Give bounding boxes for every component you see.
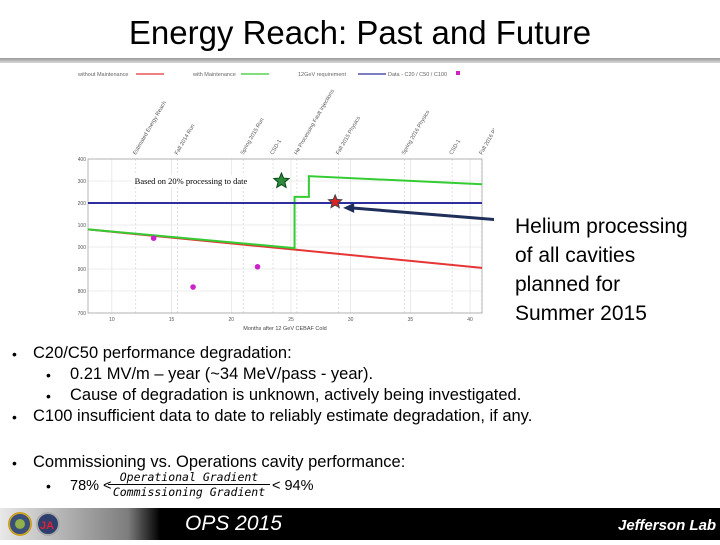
bullet-2: C100 insufficient data to date to reliab… [33, 407, 533, 425]
data-point [254, 264, 261, 270]
y-tick-label: 1800 [78, 289, 86, 295]
bullet-1b: Cause of degradation is unknown, activel… [70, 386, 522, 404]
formula-suffix: < 94% [272, 478, 314, 494]
milestone-label: Spring 2015 Run [240, 117, 266, 156]
gradient-ratio-fraction: Operational Gradient Commissioning Gradi… [108, 470, 270, 499]
milestone-label: Fall 2015 Physics [335, 115, 362, 156]
y-tick-label: 2000 [78, 245, 86, 251]
chart-svg: without Maintenance with Maintenance 12GeV… [56, 71, 505, 332]
milestone-label: Fall 2016 Physics [479, 115, 494, 156]
legend-label: 12GeV requirement [298, 72, 346, 78]
plot-frame [87, 158, 483, 314]
annotation-text: Based on 20% processing to date [135, 176, 248, 186]
svg-text:JA: JA [40, 520, 54, 532]
bullet-1: C20/C50 performance degradation: [33, 344, 292, 362]
red-star-marker [327, 193, 344, 209]
bullet-1a: 0.21 MV/m – year (~34 MeV/pass - year). [70, 365, 374, 383]
milestone-label: He Processing Fault Injections [293, 88, 335, 156]
x-tick-label: 10 [109, 317, 115, 323]
data-point [150, 235, 157, 241]
legend-label: without Maintenance [78, 72, 128, 78]
legend-label: with Maintenance [192, 72, 236, 78]
footer-bar: JA OPS 2015 Jefferson Lab [0, 508, 720, 540]
x-tick-label: 20 [228, 317, 234, 323]
x-tick-label: 35 [408, 317, 414, 323]
annotation-box [131, 175, 280, 187]
helium-processing-note: Helium processing of all cavities planne… [515, 215, 688, 325]
slide-title: Energy Reach: Past and Future [128, 14, 592, 51]
y-tick-label: 1900 [78, 267, 86, 273]
bullet-marker: • [12, 346, 17, 362]
legend-label: Data - C20 / C50 / C100 [388, 72, 447, 78]
bullet-marker: • [46, 367, 51, 383]
milestone-label: CSD-1 [270, 139, 283, 156]
x-tick-label: 40 [467, 317, 473, 323]
milestone-label: CSD-1 [449, 139, 462, 156]
y-tick-label: 1700 [78, 311, 86, 317]
y-tick-label: 2300 [78, 179, 86, 185]
milestone-label: Estimated Energy Reach [132, 100, 168, 156]
bullet-marker: • [12, 455, 17, 471]
legend-marker [456, 71, 460, 75]
milestone-label: Spring 2016 Physics [401, 109, 431, 156]
fraction-numerator: Operational Gradient [108, 470, 270, 485]
formula-prefix: 78% < [70, 478, 112, 494]
energy-reach-chart: without Maintenance with Maintenance 12GeV… [56, 62, 505, 344]
bullet-3: Commissioning vs. Operations cavity perf… [33, 453, 406, 471]
x-axis-label: Months after 12 GeV CEBAF Cold [243, 326, 326, 332]
x-tick-label: 25 [288, 317, 294, 323]
y-tick-label: 2400 [78, 157, 86, 163]
bullet-marker: • [12, 409, 17, 425]
y-tick-label: 2200 [78, 201, 86, 207]
y-tick-label: 2100 [78, 223, 86, 229]
bullet-marker: • [46, 388, 51, 404]
footer-logo-strip: JA [0, 508, 160, 540]
series-line [87, 175, 483, 250]
title-divider [0, 58, 720, 63]
fraction-denominator: Commissioning Gradient [112, 485, 266, 499]
data-point [190, 284, 196, 290]
x-tick-label: 15 [169, 317, 175, 323]
bullet-marker: • [46, 478, 51, 494]
lab-seals-logo: JA [8, 512, 60, 536]
footer-event-label: OPS 2015 [185, 512, 282, 535]
jefferson-lab-logo: Jefferson Lab [618, 517, 717, 534]
milestone-label: Fall 2014 Run [174, 123, 196, 156]
x-tick-label: 30 [348, 317, 354, 323]
helium-arrow-shaft [351, 206, 501, 222]
green-star-marker [272, 171, 291, 189]
helium-arrow-head [343, 202, 355, 213]
